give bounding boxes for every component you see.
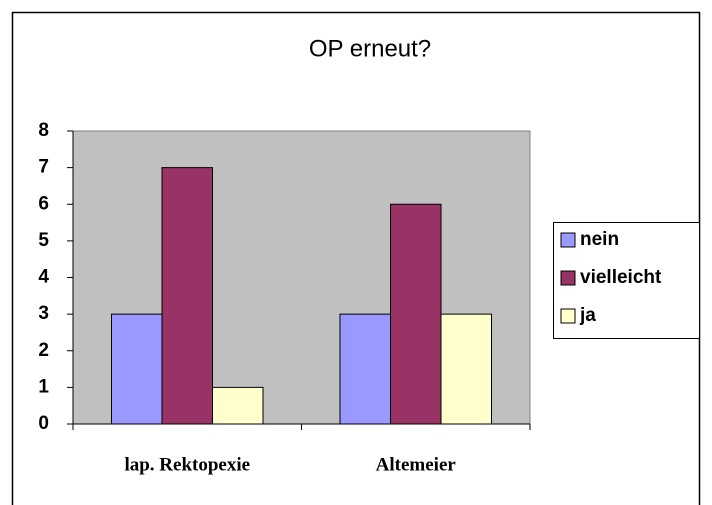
legend-label: vielleicht [580,267,662,288]
x-tick-label: Altemeier [376,454,457,475]
legend-swatch [560,232,576,248]
legend-swatch [560,270,576,286]
y-tick-label: 1 [38,376,49,397]
chart-title: OP erneut? [309,35,431,62]
y-tick-label: 0 [38,413,49,434]
y-tick-label: 5 [38,230,49,251]
y-tick-label: 4 [38,267,49,288]
bar [212,386,264,425]
y-tick-label: 2 [38,340,49,361]
y-tick-label: 7 [38,157,49,178]
legend-swatch [560,308,576,324]
bar [161,167,213,425]
bar [390,203,442,425]
y-tick-label: 6 [38,193,49,214]
legend-label: ja [579,305,596,326]
bar [111,313,163,425]
bar [339,313,391,425]
y-tick-label: 8 [38,120,49,141]
x-tick-label: lap. Rektopexie [124,454,250,475]
bar [440,313,492,425]
legend [553,222,700,339]
legend-label: nein [580,229,619,250]
y-tick-label: 3 [38,303,49,324]
